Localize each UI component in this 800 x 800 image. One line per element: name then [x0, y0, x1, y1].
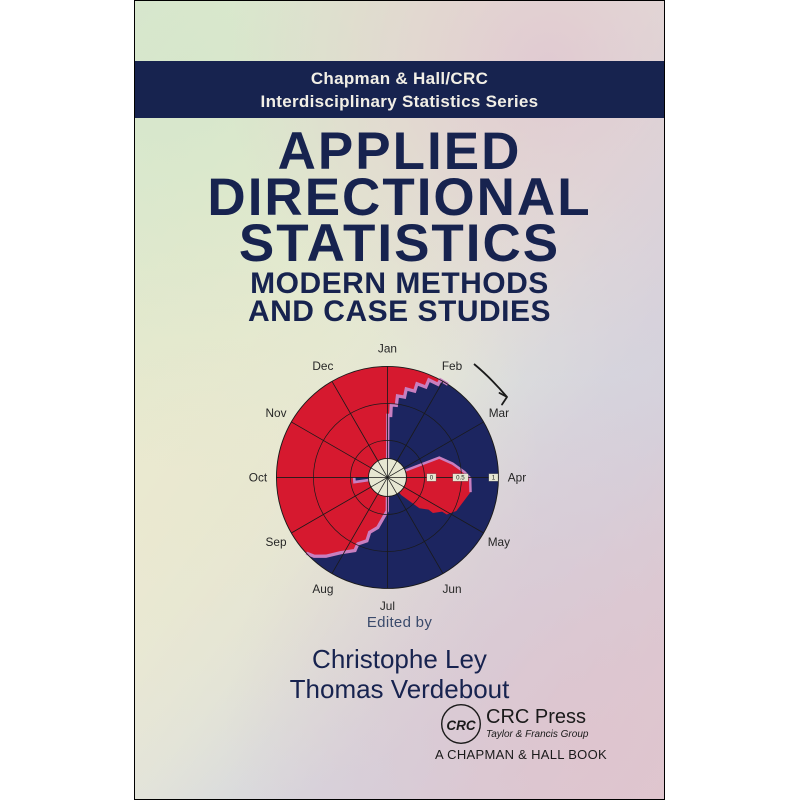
- svg-text:Nov: Nov: [265, 406, 286, 420]
- svg-text:Jan: Jan: [377, 341, 396, 355]
- svg-text:Jul: Jul: [379, 598, 394, 612]
- svg-text:Feb: Feb: [441, 359, 462, 373]
- svg-text:CRC: CRC: [446, 718, 475, 733]
- svg-text:Oct: Oct: [248, 470, 267, 484]
- svg-text:Apr: Apr: [507, 470, 525, 484]
- svg-text:Dec: Dec: [312, 359, 333, 373]
- svg-text:Sep: Sep: [265, 534, 286, 548]
- svg-text:Aug: Aug: [312, 581, 333, 595]
- svg-text:0: 0: [429, 474, 433, 481]
- svg-text:May: May: [487, 534, 509, 548]
- svg-text:Jun: Jun: [442, 581, 461, 595]
- svg-text:1: 1: [491, 474, 495, 481]
- svg-text:0.5: 0.5: [456, 474, 465, 481]
- svg-text:Mar: Mar: [488, 406, 508, 420]
